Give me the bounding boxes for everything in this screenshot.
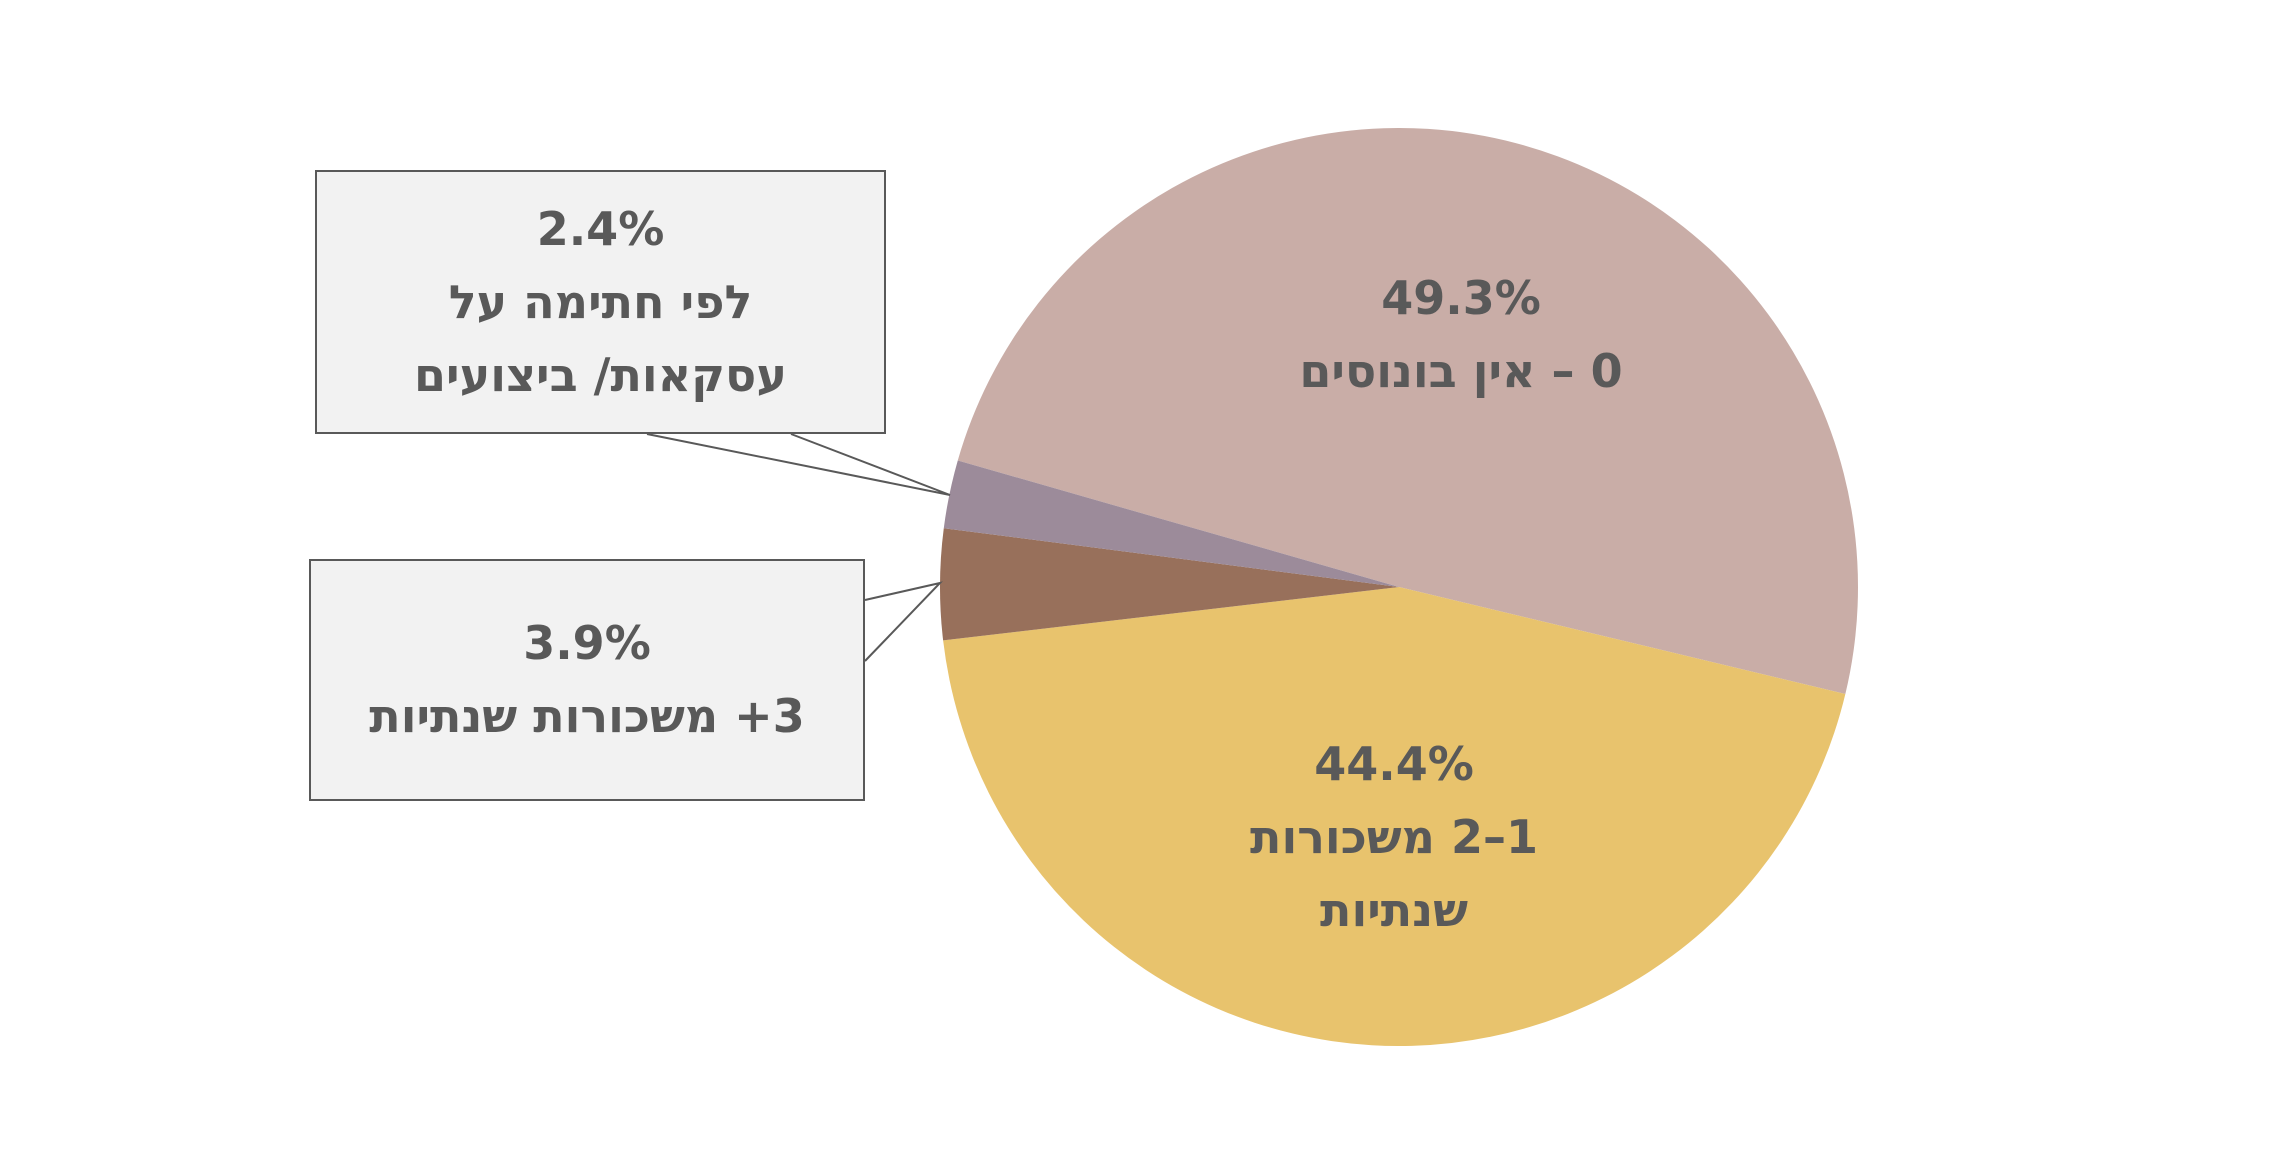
value-label: 44.4% xyxy=(1314,737,1474,791)
callout-box: 2.4% לפי חתימה על עסקאות/ ביצועים xyxy=(315,170,886,434)
slice-label: 49.3% 0 – אין בונוסים xyxy=(1161,262,1761,408)
pie-slice xyxy=(940,528,1399,641)
callout-pointer xyxy=(864,581,944,662)
category-label: 0 – אין בונוסים xyxy=(1299,344,1623,398)
slice-label: 2.4% לפי חתימה על עסקאות/ ביצועים xyxy=(376,193,826,412)
callout-box: 3.9% 3+ משכורות שנתיות xyxy=(309,559,865,801)
value-label: 2.4% xyxy=(536,201,665,256)
pie-slice xyxy=(943,460,1399,587)
value-label: 3.9% xyxy=(523,616,651,670)
slice-label: 3.9% 3+ משכורות שנתיות xyxy=(327,607,847,753)
category-label: לפי חתימה על עסקאות/ ביצועים xyxy=(414,274,787,402)
pie-slice xyxy=(957,128,1858,694)
callout-pointer xyxy=(646,433,951,496)
slice-label: 44.4% 1–2 משכורות שנתיות xyxy=(1219,728,1569,947)
pie-slice xyxy=(943,587,1846,1046)
category-label: 3+ משכורות שנתיות xyxy=(369,689,805,743)
value-label: 49.3% xyxy=(1381,271,1541,325)
category-label: 1–2 משכורות שנתיות xyxy=(1250,810,1538,937)
